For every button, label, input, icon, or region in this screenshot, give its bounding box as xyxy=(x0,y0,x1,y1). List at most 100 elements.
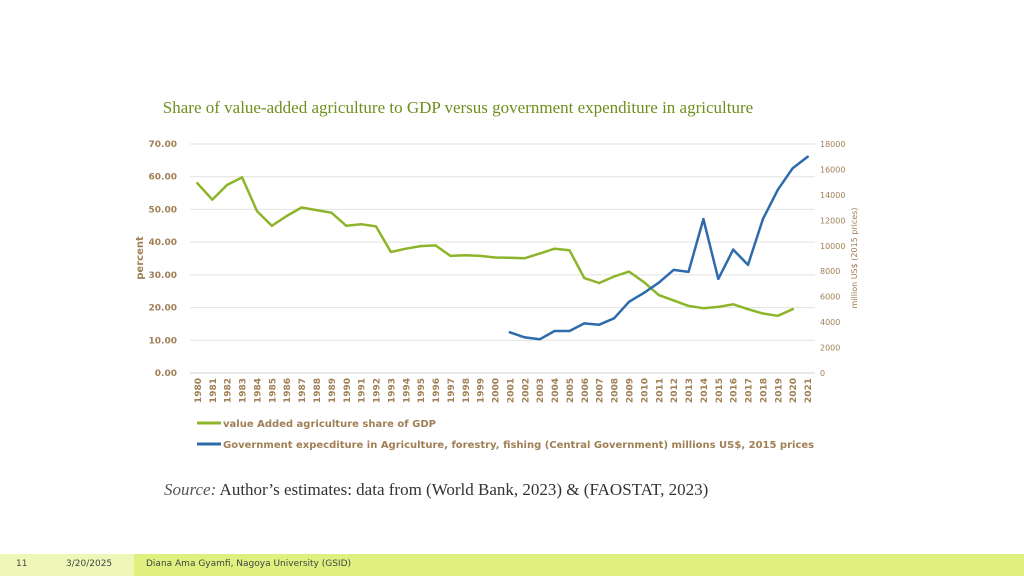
y-tick-label-right: 0 xyxy=(820,369,825,378)
legend-label-agri-share: value Added agriculture share of GDP xyxy=(223,419,436,430)
data-point-gov-expenditure xyxy=(568,329,571,333)
source-note: Source: Author’s estimates: data from (W… xyxy=(164,480,708,500)
footer-author: Diana Ama Gyamfi, Nagoya University (GSI… xyxy=(146,559,352,569)
footer-author-band: Diana Ama Gyamfi, Nagoya University (GSI… xyxy=(134,554,1024,576)
data-point-agri-share xyxy=(255,209,259,213)
data-point-agri-share xyxy=(523,256,527,260)
data-point-gov-expenditure xyxy=(627,300,631,303)
data-point-agri-share xyxy=(419,244,422,248)
data-point-gov-expenditure xyxy=(523,336,527,339)
data-point-agri-share xyxy=(553,247,556,250)
data-point-agri-share xyxy=(731,303,735,306)
data-point-gov-expenditure xyxy=(717,277,720,281)
data-point-agri-share xyxy=(300,206,303,209)
x-tick-label: 1988 xyxy=(313,378,323,403)
data-point-agri-share xyxy=(196,182,199,185)
data-point-gov-expenditure xyxy=(687,270,690,274)
y-tick-label-left: 0.00 xyxy=(155,369,177,379)
x-tick-label: 2017 xyxy=(745,378,755,403)
x-tick-label: 1991 xyxy=(358,378,368,403)
data-point-gov-expenditure xyxy=(583,322,586,325)
y-tick-label-left: 20.00 xyxy=(149,304,177,314)
y-tick-label-left: 30.00 xyxy=(149,271,177,281)
source-label: Source: xyxy=(164,480,217,499)
y-tick-label-left: 40.00 xyxy=(149,238,177,248)
x-tick-label: 1995 xyxy=(417,378,427,403)
y-axis-label-left: percent xyxy=(135,236,146,280)
y-tick-label-right: 18000 xyxy=(820,140,845,149)
x-tick-label: 2012 xyxy=(670,378,680,403)
x-tick-label: 1996 xyxy=(432,378,442,403)
x-tick-label: 1985 xyxy=(268,378,278,403)
y-tick-label-left: 10.00 xyxy=(149,336,177,346)
x-tick-label: 2005 xyxy=(566,378,576,403)
data-point-gov-expenditure xyxy=(702,217,705,221)
data-point-gov-expenditure xyxy=(731,248,735,251)
y-tick-label-right: 6000 xyxy=(820,293,840,302)
data-point-gov-expenditure xyxy=(508,331,512,334)
data-point-agri-share xyxy=(226,183,229,187)
y-tick-label-left: 50.00 xyxy=(149,205,177,215)
x-tick-label: 1998 xyxy=(462,378,472,403)
data-point-agri-share xyxy=(538,252,541,255)
data-point-agri-share xyxy=(598,281,601,285)
data-point-gov-expenditure xyxy=(761,217,765,221)
data-point-agri-share xyxy=(761,312,765,315)
x-tick-label: 1994 xyxy=(402,378,412,403)
data-point-agri-share xyxy=(285,214,288,218)
data-point-agri-share xyxy=(478,254,482,258)
data-point-gov-expenditure xyxy=(598,323,601,326)
x-tick-label: 2014 xyxy=(700,378,710,403)
x-tick-label: 1984 xyxy=(253,378,263,403)
y-tick-label-right: 14000 xyxy=(820,191,845,200)
source-text: Author’s estimates: data from (World Ban… xyxy=(216,480,709,499)
data-point-agri-share xyxy=(508,256,512,260)
x-tick-label: 2002 xyxy=(521,378,531,403)
data-point-gov-expenditure xyxy=(746,263,750,267)
data-point-agri-share xyxy=(359,222,363,226)
x-axis: 1980 1981 1982 1983 1984 1985 1986 1987 1988 1989… xyxy=(190,372,815,403)
data-point-agri-share xyxy=(374,225,378,228)
legend: value Added agriculture share of GDP Gov… xyxy=(197,419,814,451)
x-tick-label: 2008 xyxy=(611,378,621,403)
legend-label-gov-expenditure: Government expecditure in Agriculture, f… xyxy=(223,440,814,451)
data-point-agri-share xyxy=(583,276,586,280)
x-tick-label: 1981 xyxy=(209,378,219,403)
footer-bar: 11 3/20/2025 Diana Ama Gyamfi, Nagoya Un… xyxy=(0,554,1024,576)
x-tick-label: 1982 xyxy=(224,378,234,403)
x-tick-label: 1986 xyxy=(283,378,293,403)
chart: 0.0010.0020.0030.0040.0050.0060.0070.00 … xyxy=(135,140,859,451)
x-tick-label: 2003 xyxy=(536,378,546,403)
x-tick-label: 2009 xyxy=(625,378,635,403)
y-tick-label-left: 60.00 xyxy=(149,173,177,183)
x-tick-label: 1992 xyxy=(373,378,383,403)
y-tick-label-right: 16000 xyxy=(820,165,845,174)
data-point-agri-share xyxy=(568,249,571,252)
x-tick-label: 1997 xyxy=(447,378,457,403)
y-tick-label-right: 2000 xyxy=(820,344,840,353)
slide-date: 3/20/2025 xyxy=(66,559,113,569)
data-point-gov-expenditure xyxy=(612,317,616,320)
series-lines xyxy=(196,155,809,341)
data-point-agri-share xyxy=(345,224,348,227)
data-point-agri-share xyxy=(717,305,720,309)
data-point-agri-share xyxy=(687,304,690,308)
data-point-gov-expenditure xyxy=(672,268,675,272)
data-point-gov-expenditure xyxy=(642,291,646,295)
x-tick-label: 2020 xyxy=(789,378,799,403)
x-tick-label: 1980 xyxy=(194,378,204,403)
y-tick-label-left: 70.00 xyxy=(149,140,177,150)
x-tick-label: 2013 xyxy=(685,378,695,403)
page-number: 11 xyxy=(16,559,28,569)
data-point-gov-expenditure xyxy=(538,338,541,341)
data-point-agri-share xyxy=(449,254,452,258)
x-tick-label: 2001 xyxy=(506,378,516,403)
data-point-agri-share xyxy=(493,256,497,259)
x-tick-label: 2011 xyxy=(655,378,665,403)
data-point-agri-share xyxy=(211,198,214,201)
x-tick-label: 2018 xyxy=(759,378,769,403)
x-tick-label: 2007 xyxy=(596,378,606,403)
data-point-agri-share xyxy=(270,224,274,227)
data-point-agri-share xyxy=(776,314,779,317)
data-point-agri-share xyxy=(404,247,407,250)
